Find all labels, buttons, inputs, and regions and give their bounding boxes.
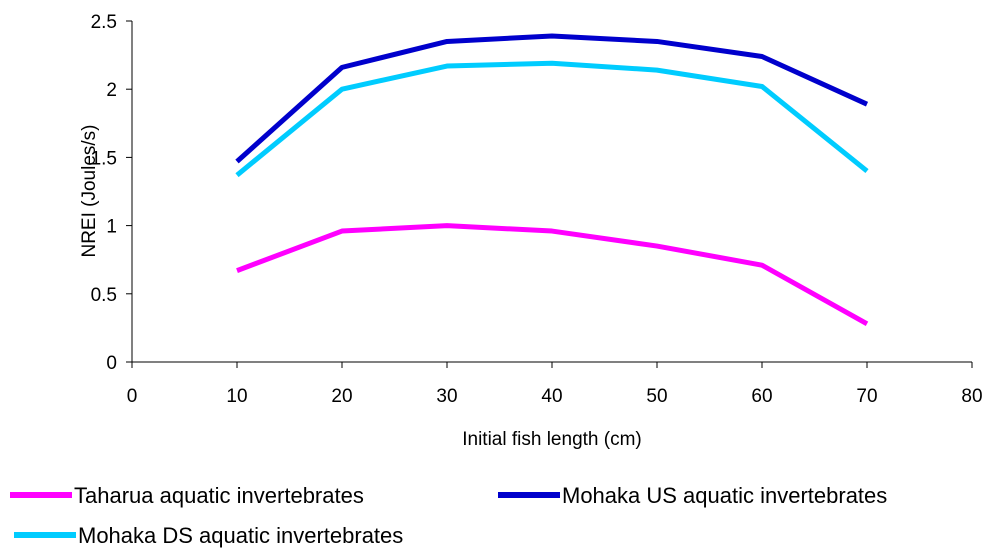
y-tick-label: 1 <box>106 217 117 238</box>
y-tick-label: 2 <box>106 80 117 101</box>
x-tick-label: 50 <box>646 386 667 407</box>
legend-item-mohaka-ds: Mohaka DS aquatic invertebrates <box>14 523 403 548</box>
x-tick-label: 80 <box>961 386 982 407</box>
series-line-mohaka-ds <box>235 60 869 178</box>
y-tick-label: 0.5 <box>91 285 117 306</box>
x-tick-label: 10 <box>226 386 247 407</box>
legend-label-taharua: Taharua aquatic invertebrates <box>74 483 364 508</box>
y-tick-label: 2.5 <box>91 12 117 33</box>
legend: Taharua aquatic invertebrates Mohaka US … <box>10 483 887 548</box>
x-tick-label: 30 <box>436 386 457 407</box>
legend-label-mohaka-ds: Mohaka DS aquatic invertebrates <box>78 523 403 548</box>
x-tick-label: 20 <box>331 386 352 407</box>
legend-item-taharua: Taharua aquatic invertebrates <box>10 483 364 508</box>
legend-label-mohaka-us: Mohaka US aquatic invertebrates <box>562 483 887 508</box>
x-tick-label: 60 <box>751 386 772 407</box>
x-tick-label: 0 <box>127 386 138 407</box>
y-axis-title: NREI (Joules/s) <box>79 124 100 257</box>
x-tick-label: 70 <box>856 386 877 407</box>
x-tick-label: 40 <box>541 386 562 407</box>
y-tick-label: 1.5 <box>91 148 117 169</box>
ticks: 0 0.5 1 1.5 2 2.5 0 10 20 30 40 50 60 70 80 <box>91 12 983 407</box>
legend-item-mohaka-us: Mohaka US aquatic invertebrates <box>498 483 887 508</box>
series-lines <box>235 33 869 326</box>
series-line-taharua <box>236 223 869 326</box>
y-tick-label: 0 <box>106 353 117 374</box>
x-axis-title: Initial fish length (cm) <box>462 429 642 450</box>
series-line-mohaka-us <box>235 33 869 164</box>
